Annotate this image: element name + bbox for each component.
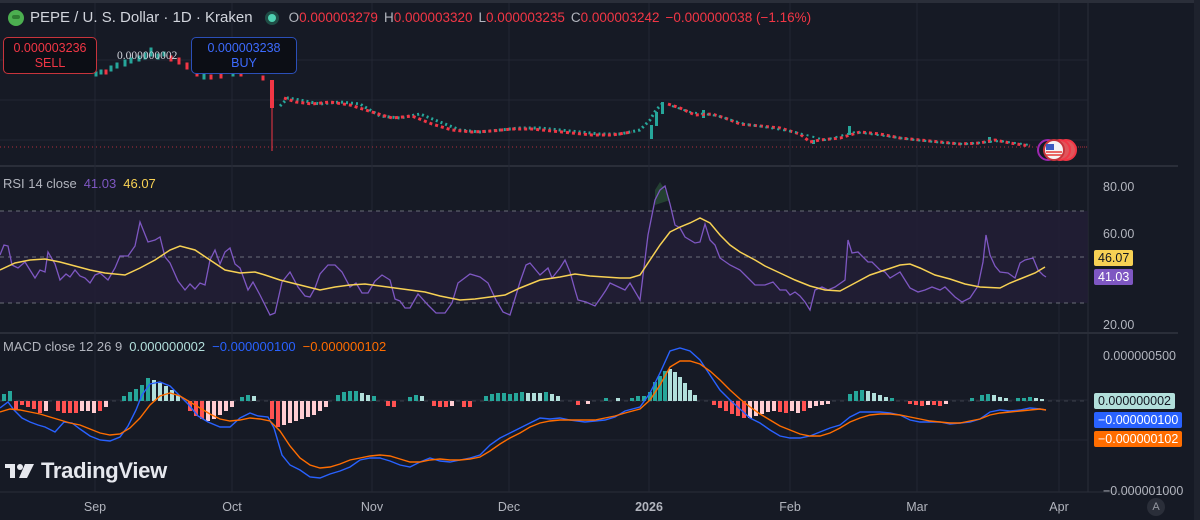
time-label-sep: Sep (83, 500, 107, 514)
ohlc-values: O0.000003279 H0.000003320 L0.000003235 C… (289, 10, 660, 25)
time-label-nov: Nov (360, 500, 384, 514)
high-label: H (383, 10, 394, 25)
rsi-value: 41.03 (83, 176, 117, 191)
symbol-legend[interactable]: PEPE / U. S. Dollar · 1D · Kraken O0.000… (8, 9, 811, 26)
rsi-band-lines (0, 210, 1088, 304)
event-markers[interactable] (1037, 139, 1077, 161)
close-value: 0.000003242 (580, 10, 660, 25)
time-label-2026: 2026 (635, 500, 663, 514)
rsi-axis-60: 60.00 (1103, 227, 1135, 241)
price-change: −0.000000038 (−1.16%) (665, 10, 812, 25)
macd-value: −0.000000100 (212, 339, 296, 354)
time-label-oct: Oct (222, 500, 242, 514)
sell-label: SELL (34, 56, 66, 70)
macd-signal-tag: −0.000000102 (1094, 431, 1183, 447)
buy-button[interactable]: 0.000003238 BUY (191, 37, 297, 74)
spread-value: 0.000000002 (117, 50, 178, 62)
macd-hist-value: 0.000000002 (129, 339, 206, 354)
auto-scale-button[interactable]: A (1147, 498, 1165, 516)
tradingview-logo-icon (5, 464, 34, 478)
macd-signal-value: −0.000000102 (302, 339, 387, 354)
tradingview-logo[interactable]: TradingView (5, 458, 167, 484)
rsi-ma-line (0, 217, 1046, 301)
close-label: C (570, 10, 581, 25)
horizontal-grid (0, 59, 1088, 441)
signal-line (0, 360, 1047, 469)
rsi-legend[interactable]: RSI 14 close 41.03 46.07 (3, 176, 156, 191)
high-value: 0.000003320 (393, 10, 473, 25)
rsi-tag: 41.03 (1094, 269, 1134, 285)
rsi-title: RSI 14 close (3, 176, 77, 191)
time-label-feb: Feb (779, 500, 801, 514)
sell-button[interactable]: 0.000003236 SELL (3, 37, 97, 74)
macd-title: MACD close 12 26 9 (3, 339, 123, 354)
open-label: O (288, 10, 300, 25)
time-label-apr: Apr (1049, 500, 1069, 514)
symbol-title[interactable]: PEPE / U. S. Dollar · 1D · Kraken (30, 9, 253, 26)
rsi-ma-tag: 46.07 (1094, 250, 1134, 266)
sell-price: 0.000003236 (13, 41, 87, 55)
top-border (0, 0, 1200, 3)
macd-hist-tag: 0.000000002 (1094, 393, 1175, 409)
buy-price: 0.000003238 (207, 41, 281, 55)
low-label: L (478, 10, 487, 25)
macd-line (0, 347, 1047, 479)
rsi-ma-value: 46.07 (123, 176, 156, 191)
rsi-axis-20: 20.00 (1103, 318, 1135, 332)
macd-tag: −0.000000100 (1094, 412, 1183, 428)
rsi-line (0, 184, 1047, 316)
macd-axis-bottom: −0.000001000 (1103, 484, 1184, 498)
time-label-mar: Mar (906, 500, 928, 514)
right-edge (1194, 0, 1200, 520)
pepe-logo-icon (8, 9, 24, 26)
macd-axis-top: 0.000000500 (1103, 349, 1176, 363)
market-open-icon (264, 10, 279, 25)
open-value: 0.000003279 (299, 10, 378, 25)
buy-label: BUY (231, 56, 257, 70)
tradingview-brand: TradingView (41, 458, 167, 483)
macd-legend[interactable]: MACD close 12 26 9 0.000000002 −0.000000… (3, 339, 386, 354)
rsi-axis-80: 80.00 (1103, 180, 1135, 194)
low-value: 0.000003235 (486, 10, 565, 25)
time-label-dec: Dec (497, 500, 521, 514)
